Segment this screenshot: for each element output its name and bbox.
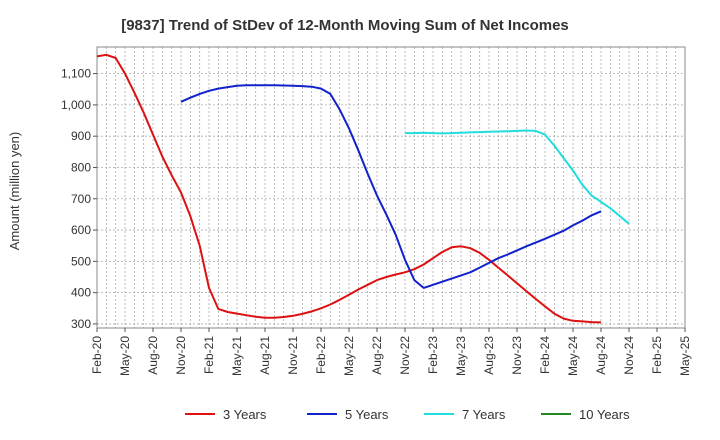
x-tick-label: Feb-21 [202,336,216,374]
series-lines [96,53,630,324]
x-tick-label: Feb-25 [650,336,664,374]
y-axis-label: Amount (million yen) [7,132,22,251]
x-tick-label: May-23 [454,336,468,376]
y-tick-label: 400 [71,286,91,300]
x-tick-label: Feb-20 [90,336,104,374]
y-tick-label: 1,000 [61,98,91,112]
y-tick-label: 500 [71,254,91,268]
y-tick-label: 700 [71,192,91,206]
x-tick-label: May-22 [342,336,356,376]
x-tick-label: Nov-23 [510,336,524,375]
legend: 3 Years 5 Years 7 Years 10 Years [185,407,630,422]
chart-title: [9837] Trend of StDev of 12-Month Moving… [121,17,569,34]
x-tick-label: Aug-21 [258,336,272,375]
x-tick-label: Nov-21 [286,336,300,375]
x-tick-label: May-20 [118,336,132,376]
x-tick-label: May-25 [678,336,692,376]
legend-item: 7 Years [424,407,506,422]
y-tick-label: 1,100 [61,67,91,81]
x-tick-label: Feb-23 [426,336,440,374]
x-axis: Feb-20 May-20 Aug-20 Nov-20 Feb-21 May-21 Aug-… [90,328,692,376]
x-tick-label: Nov-24 [622,336,636,375]
series-line-7-years [405,129,630,225]
series-line-5-years [180,84,602,289]
legend-item: 10 Years [541,407,630,422]
x-tick-label: Aug-23 [482,336,496,375]
x-tick-label: Feb-22 [314,336,328,374]
x-tick-label: Nov-20 [174,336,188,375]
x-tick-label: May-24 [566,336,580,376]
legend-label: 3 Years [223,407,267,422]
x-tick-label: Aug-20 [146,336,160,375]
x-tick-label: Aug-24 [594,336,608,375]
legend-label: 7 Years [462,407,506,422]
legend-item: 5 Years [307,407,389,422]
grid [97,47,685,328]
y-tick-label: 600 [71,223,91,237]
series-line-3-years [96,53,602,324]
plot-frame [96,46,686,329]
x-tick-label: Feb-24 [538,336,552,374]
legend-label: 10 Years [579,407,630,422]
x-tick-label: May-21 [230,336,244,376]
y-tick-label: 900 [71,129,91,143]
y-axis: 300 400 500 600 700 800 900 1,000 1,100 [61,67,97,331]
x-tick-label: Aug-22 [370,336,384,375]
legend-item: 3 Years [185,407,267,422]
legend-label: 5 Years [345,407,389,422]
x-tick-label: Nov-22 [398,336,412,375]
y-tick-label: 300 [71,317,91,331]
y-tick-label: 800 [71,160,91,174]
